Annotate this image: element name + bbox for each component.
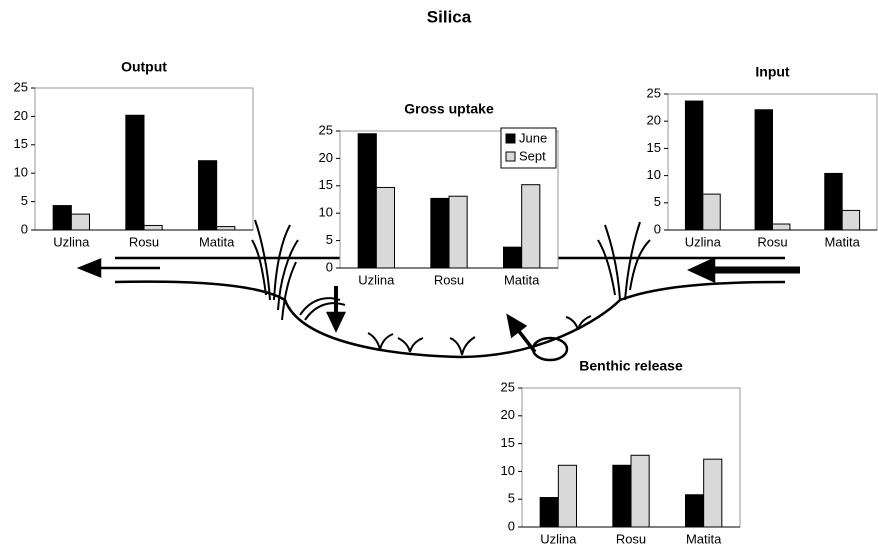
x-tick-label: Matita xyxy=(686,531,722,546)
bar xyxy=(53,206,71,230)
y-tick-label: 20 xyxy=(319,150,333,165)
y-tick-label: 0 xyxy=(508,518,515,533)
y-tick-label: 15 xyxy=(647,140,661,155)
y-tick-label: 0 xyxy=(654,221,661,236)
bar xyxy=(773,224,790,230)
bar xyxy=(504,247,522,268)
y-tick-label: 5 xyxy=(326,232,333,247)
y-tick-label: 10 xyxy=(501,463,515,478)
y-tick-label: 15 xyxy=(14,136,28,151)
x-tick-label: Matita xyxy=(199,234,235,249)
y-tick-label: 5 xyxy=(21,193,28,208)
bar xyxy=(755,110,772,230)
x-tick-label: Uzlina xyxy=(540,531,577,546)
y-tick-label: 10 xyxy=(14,165,28,180)
legend-swatch xyxy=(506,134,515,143)
y-tick-label: 0 xyxy=(21,221,28,236)
bar xyxy=(376,187,394,268)
chart-title: Gross uptake xyxy=(404,101,494,117)
y-tick-label: 15 xyxy=(501,435,515,450)
y-tick-label: 10 xyxy=(647,167,661,182)
y-tick-label: 5 xyxy=(508,491,515,506)
x-tick-label: Matita xyxy=(824,234,860,249)
bar xyxy=(358,134,376,268)
x-tick-label: Uzlina xyxy=(53,234,90,249)
bar xyxy=(704,459,722,527)
bar xyxy=(431,198,449,268)
y-tick-label: 25 xyxy=(501,379,515,394)
x-tick-label: Matita xyxy=(504,272,540,287)
y-tick-label: 25 xyxy=(319,122,333,137)
chart-title: Output xyxy=(121,59,167,75)
y-tick-label: 5 xyxy=(654,194,661,209)
bar xyxy=(71,214,89,230)
bar xyxy=(217,227,235,230)
x-tick-label: Uzlina xyxy=(358,272,395,287)
x-tick-label: Rosu xyxy=(616,531,646,546)
y-tick-label: 20 xyxy=(647,113,661,128)
bar xyxy=(825,173,842,230)
bar xyxy=(540,498,558,527)
x-tick-label: Uzlina xyxy=(685,234,722,249)
y-tick-label: 25 xyxy=(14,79,28,94)
chart-title: Input xyxy=(755,64,790,80)
bar xyxy=(686,495,704,527)
figure-title: Silica xyxy=(427,7,472,26)
bar xyxy=(613,465,631,527)
x-tick-label: Rosu xyxy=(129,234,159,249)
chart-title: Benthic release xyxy=(579,358,683,374)
y-tick-label: 15 xyxy=(319,177,333,192)
y-tick-label: 20 xyxy=(501,407,515,422)
y-tick-label: 25 xyxy=(647,85,661,100)
y-tick-label: 20 xyxy=(14,108,28,123)
bar xyxy=(522,185,540,268)
bar xyxy=(685,101,702,230)
bar xyxy=(703,194,720,230)
y-tick-label: 10 xyxy=(319,205,333,220)
bar xyxy=(449,196,467,268)
y-tick-label: 0 xyxy=(326,259,333,274)
bar xyxy=(558,465,576,527)
legend-label: Sept xyxy=(519,148,546,163)
figure: Silica Output 0 5 10 15 20 25 Uzlina Rosu Matita G… xyxy=(0,0,878,553)
x-tick-label: Rosu xyxy=(757,234,787,249)
bar xyxy=(842,210,859,230)
bar xyxy=(631,455,649,527)
x-tick-label: Rosu xyxy=(434,272,464,287)
legend-swatch xyxy=(506,152,515,161)
bar xyxy=(199,161,217,230)
legend-label: June xyxy=(519,130,547,145)
bar xyxy=(144,225,162,230)
bar xyxy=(126,115,144,230)
